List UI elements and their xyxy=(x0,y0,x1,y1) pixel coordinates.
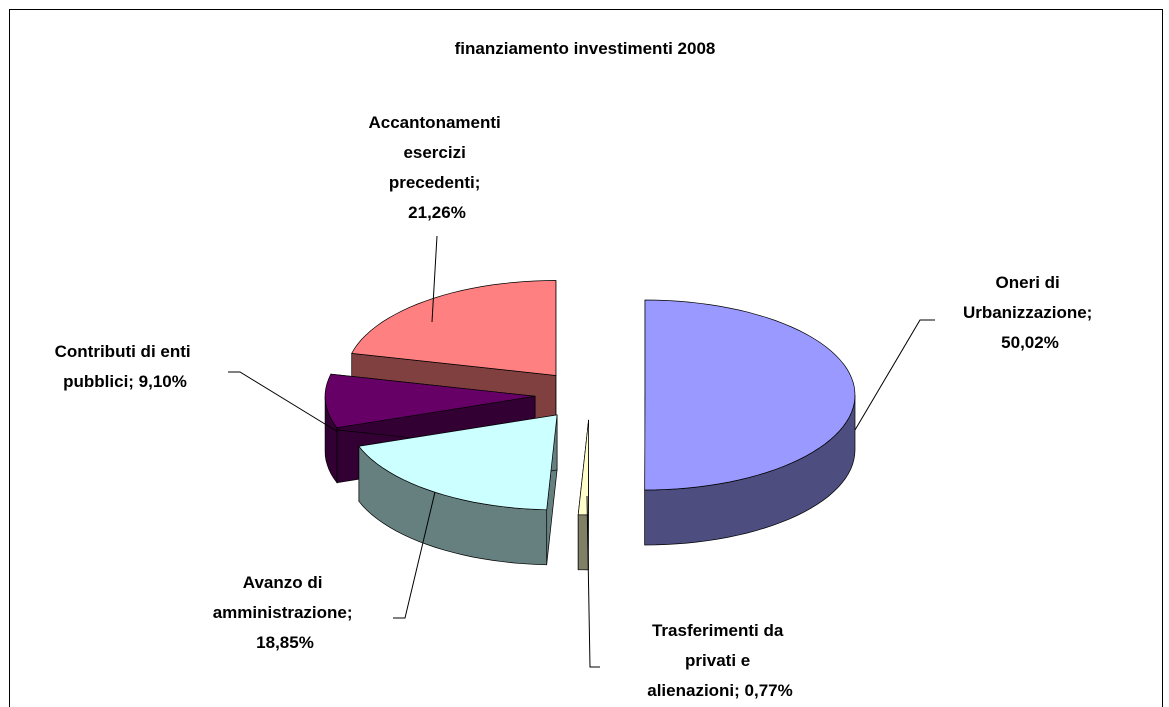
data-label: Trasferimenti da privati e alienazioni; … xyxy=(647,621,793,700)
slice-side xyxy=(577,514,589,571)
data-label: Accantonamenti esercizi precedenti; 21,2… xyxy=(369,113,506,222)
data-label: Avanzo di amministrazione; 18,85% xyxy=(213,573,358,652)
data-label: Oneri di Urbanizzazione; 50,02% xyxy=(963,273,1097,352)
pie-slice xyxy=(644,299,856,546)
slice-top xyxy=(324,373,536,429)
chart-title: finanziamento investimenti 2008 xyxy=(455,39,716,58)
pie-slice xyxy=(577,419,589,571)
data-label: Contributi di enti pubblici; 9,10% xyxy=(55,342,196,391)
chart-frame xyxy=(9,9,1163,707)
leader-line xyxy=(586,495,600,668)
leader-line xyxy=(431,235,438,323)
slice-top xyxy=(644,299,856,491)
slice-top xyxy=(351,280,557,376)
leader-line xyxy=(393,491,436,619)
slice-top xyxy=(358,414,558,511)
slice-top xyxy=(577,419,589,516)
leader-line xyxy=(228,371,339,433)
pie-slice xyxy=(358,414,558,566)
leader-line xyxy=(854,319,935,431)
